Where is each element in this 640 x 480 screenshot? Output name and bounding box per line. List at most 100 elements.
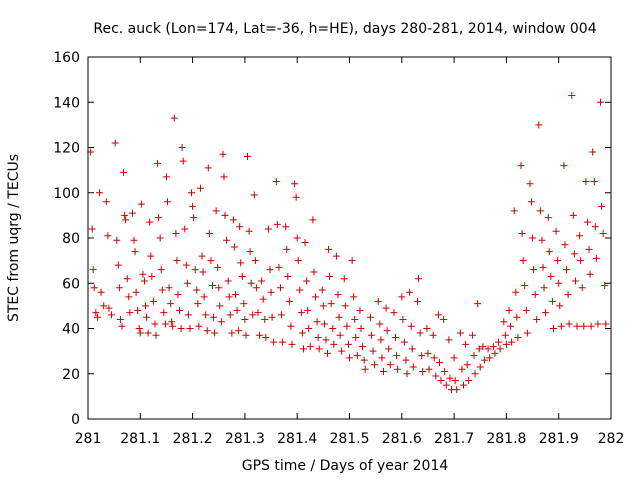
data-point-plus-marker: [523, 329, 531, 337]
data-point-plus-marker: [435, 358, 443, 366]
data-point-plus-marker: [552, 227, 560, 235]
data-point-plus-marker: [90, 284, 98, 292]
data-point-plus-marker: [157, 266, 165, 274]
data-point-plus-marker: [305, 325, 313, 332]
data-point-plus-marker: [147, 252, 155, 260]
data-point-plus-marker: [88, 225, 96, 233]
x-axis-label: GPS time / Days of year 2014: [242, 458, 449, 474]
data-point-plus-marker: [344, 340, 352, 348]
data-point-plus-marker: [181, 225, 189, 233]
data-point-plus-marker: [284, 272, 292, 280]
data-point-plus-marker: [144, 329, 152, 337]
data-point-plus-marker: [310, 268, 318, 276]
data-point-plus-marker: [278, 311, 286, 319]
y-tick-label: 20: [62, 367, 80, 383]
data-point-plus-marker: [267, 288, 275, 296]
data-point-plus-marker: [250, 191, 258, 199]
data-point-plus-marker: [173, 257, 181, 265]
data-point-plus-marker: [484, 345, 492, 353]
data-point-plus-marker: [285, 297, 293, 305]
y-tick-label: 40: [62, 322, 80, 338]
data-point-plus-marker: [142, 302, 150, 310]
data-point-plus-marker: [423, 325, 431, 332]
data-point-plus-marker: [89, 266, 97, 274]
data-point-plus-marker: [179, 157, 187, 165]
data-point-plus-marker: [528, 198, 536, 206]
chart-title: Rec. auck (Lon=174, Lat=-36, h=HE), days…: [93, 21, 596, 37]
data-point-plus-marker: [376, 320, 384, 328]
data-point-plus-marker: [299, 345, 307, 353]
data-point-plus-marker: [105, 304, 113, 312]
data-point-plus-marker: [557, 322, 565, 330]
data-point-plus-marker: [394, 365, 402, 373]
data-point-plus-marker: [282, 223, 290, 231]
data-point-plus-marker: [367, 331, 375, 339]
x-axis-ticks: 281 281.1 281.2 281.3 281.4 281.5 281.6 281.7 28…: [75, 57, 624, 447]
data-point-plus-marker: [102, 198, 110, 206]
data-point-plus-marker: [445, 336, 453, 344]
data-point-plus-marker: [275, 263, 283, 271]
data-point-plus-marker: [100, 302, 108, 310]
data-point-plus-marker: [270, 338, 278, 346]
data-point-plus-marker: [118, 322, 126, 330]
data-point-plus-marker: [288, 340, 296, 348]
data-point-plus-marker: [535, 121, 543, 129]
data-point-plus-marker: [161, 320, 169, 328]
data-point-plus-marker: [453, 386, 461, 394]
data-point-plus-marker: [200, 293, 208, 301]
data-point-plus-marker: [547, 272, 555, 280]
data-point-plus-marker: [335, 313, 343, 321]
data-point-plus-marker: [416, 329, 424, 337]
data-point-plus-marker: [283, 245, 291, 253]
data-point-plus-marker: [456, 329, 464, 337]
data-point-plus-marker: [184, 311, 192, 319]
data-point-plus-marker: [177, 325, 185, 332]
data-point-plus-marker: [199, 268, 207, 276]
data-point-plus-marker: [122, 216, 130, 224]
data-point-plus-marker: [382, 304, 390, 312]
data-point-plus-marker: [540, 284, 548, 292]
data-point-plus-marker: [125, 293, 133, 301]
data-point-plus-marker: [312, 293, 320, 301]
data-point-plus-marker: [230, 243, 238, 251]
data-point-plus-marker: [538, 236, 546, 244]
data-point-plus-marker: [326, 272, 334, 280]
y-tick-label: 60: [62, 276, 80, 292]
data-point-plus-marker: [556, 302, 564, 310]
data-point-plus-marker: [361, 365, 369, 373]
data-point-plus-marker: [256, 331, 264, 339]
data-point-plus-marker: [589, 148, 597, 156]
data-point-plus-marker: [247, 279, 255, 287]
data-point-plus-marker: [167, 300, 175, 308]
data-point-plus-marker: [158, 286, 166, 294]
data-point-plus-marker: [408, 345, 416, 353]
data-point-plus-marker: [136, 329, 144, 337]
data-point-plus-marker: [379, 367, 387, 375]
data-point-plus-marker: [210, 313, 218, 321]
data-point-plus-marker: [172, 229, 180, 237]
data-point-plus-marker: [294, 257, 302, 265]
data-point-plus-marker: [585, 245, 593, 253]
data-point-plus-marker: [409, 363, 417, 371]
data-point-plus-marker: [126, 309, 134, 317]
data-point-plus-marker: [216, 302, 224, 310]
data-point-plus-marker: [507, 322, 515, 330]
data-point-plus-marker: [577, 257, 585, 265]
data-point-plus-marker: [531, 291, 539, 299]
data-point-plus-marker: [360, 356, 368, 364]
data-point-plus-marker: [601, 282, 609, 290]
data-point-plus-marker: [510, 207, 518, 215]
data-point-plus-marker: [306, 343, 314, 351]
data-point-plus-marker: [330, 340, 338, 348]
x-tick-label: 281.5: [329, 431, 369, 447]
data-point-plus-marker: [529, 234, 537, 242]
data-point-plus-marker: [346, 354, 353, 362]
data-point-plus-marker: [204, 164, 212, 172]
data-point-plus-marker: [517, 162, 525, 170]
data-point-plus-marker: [324, 349, 332, 357]
x-tick-label: 281.2: [173, 431, 213, 447]
data-point-plus-marker: [148, 272, 156, 280]
data-point-plus-marker: [304, 306, 312, 314]
data-point-plus-marker: [128, 209, 136, 217]
data-point-plus-marker: [223, 236, 231, 244]
